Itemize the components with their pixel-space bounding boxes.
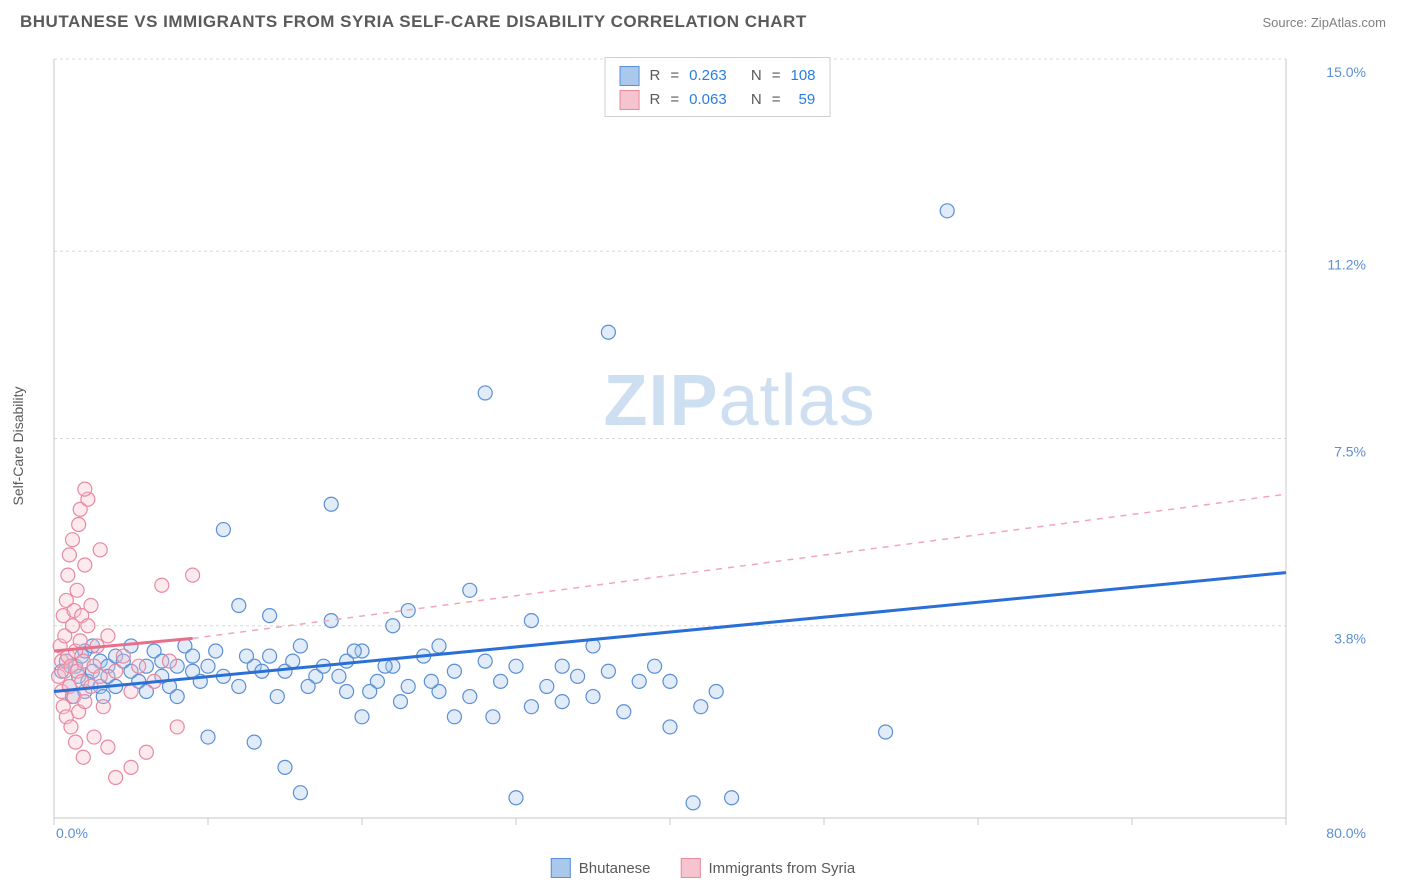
legend-r-value: 0.263 <box>689 64 727 88</box>
legend-stats-row: R = 0.063 N = 59 <box>620 88 816 112</box>
legend-swatch <box>620 66 640 86</box>
legend-swatch <box>620 90 640 110</box>
legend-n-value: 59 <box>790 88 815 112</box>
legend-item-label: Immigrants from Syria <box>709 860 856 877</box>
source-label: Source: <box>1262 15 1310 30</box>
svg-text:11.2%: 11.2% <box>1327 256 1366 272</box>
legend-eq: = <box>670 88 679 112</box>
legend-r-value: 0.063 <box>689 88 727 112</box>
svg-text:0.0%: 0.0% <box>56 825 88 841</box>
legend-n-value: 108 <box>790 64 815 88</box>
svg-text:80.0%: 80.0% <box>1326 825 1366 841</box>
legend-swatch <box>551 858 571 878</box>
legend-item: Bhutanese <box>551 858 651 878</box>
legend-series: Bhutanese Immigrants from Syria <box>551 858 855 878</box>
legend-stats: R = 0.263 N = 108 R = 0.063 N = 59 <box>605 57 831 117</box>
legend-eq: = <box>670 64 679 88</box>
y-axis-label: Self-Care Disability <box>10 386 26 505</box>
svg-text:3.8%: 3.8% <box>1334 631 1366 647</box>
scatter-plot-svg: 3.8% 7.5% 11.2% 15.0% 0.0% 80.0% <box>50 55 1376 842</box>
legend-n-label: N <box>751 64 762 88</box>
legend-item-label: Bhutanese <box>579 860 651 877</box>
legend-swatch <box>681 858 701 878</box>
svg-text:15.0%: 15.0% <box>1326 64 1366 80</box>
source-link[interactable]: ZipAtlas.com <box>1311 15 1386 30</box>
chart-header: BHUTANESE VS IMMIGRANTS FROM SYRIA SELF-… <box>0 0 1406 40</box>
legend-n-label: N <box>751 88 762 112</box>
legend-r-label: R <box>650 64 661 88</box>
svg-text:7.5%: 7.5% <box>1334 444 1366 460</box>
legend-r-label: R <box>650 88 661 112</box>
legend-item: Immigrants from Syria <box>681 858 856 878</box>
legend-eq: = <box>772 88 781 112</box>
legend-stats-row: R = 0.263 N = 108 <box>620 64 816 88</box>
chart-source: Source: ZipAtlas.com <box>1262 15 1386 30</box>
plot-area: 3.8%7.5%11.2%15.0%0.0%80.0% ZIPatlas R =… <box>50 55 1376 842</box>
legend-eq: = <box>772 64 781 88</box>
chart-title: BHUTANESE VS IMMIGRANTS FROM SYRIA SELF-… <box>20 12 807 32</box>
